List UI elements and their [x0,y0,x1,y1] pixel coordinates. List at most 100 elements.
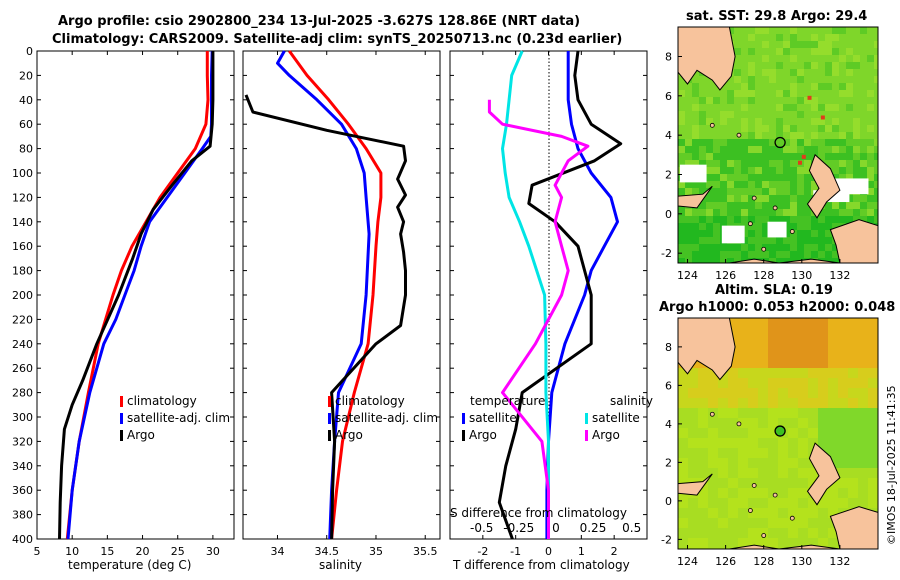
map-cell [718,388,728,398]
x-tick-label: 30 [206,545,220,558]
map-cell [678,125,685,132]
map-cell [734,90,741,97]
map-cell [769,62,776,69]
map-cell [699,104,706,111]
map-cell [804,195,811,202]
map-cell [748,97,755,104]
map-cell [706,160,713,167]
map-cell [762,188,769,195]
map-cell [706,195,713,202]
map-cell [790,216,797,223]
map-cell [755,202,762,209]
legend-swatch-climatology [120,396,123,407]
map-cell [818,428,828,438]
map-cell [788,398,798,408]
map-cell [804,76,811,83]
map-cell [713,111,720,118]
map-cell [804,167,811,174]
map-cell [776,76,783,83]
map-cell [853,153,860,160]
map-cell [776,195,783,202]
map-cell [804,83,811,90]
map-cell [797,118,804,125]
map-cell [688,398,698,408]
map-cell [769,132,776,139]
map-cell [728,458,738,468]
map-cell [748,48,755,55]
map-cell [868,498,878,508]
map-cell [713,153,720,160]
map-cell [718,408,728,418]
map-cell [832,251,839,258]
map-cell [838,438,848,448]
map-cell [685,111,692,118]
map-cell [839,153,846,160]
map-cell [685,132,692,139]
map-cell [860,111,867,118]
map-cell [798,388,808,398]
map-cell [848,388,858,398]
map-y-tick-label: 2 [665,169,672,182]
map-cell [738,378,748,388]
map-cell [758,448,768,458]
map-cell [692,181,699,188]
map-cell [788,388,798,398]
map-cell [768,438,778,448]
map-cell [776,34,783,41]
map-cell [762,251,769,258]
map-cell [692,90,699,97]
map-cell [688,378,698,388]
map-cell [797,174,804,181]
map-cell [853,174,860,181]
map-cell [778,508,788,518]
map-cell [858,468,868,478]
map-cell [758,518,768,528]
map-cell [755,167,762,174]
map-cell [748,518,758,528]
map-cell [762,237,769,244]
map-cell [713,223,720,230]
map-cell [853,125,860,132]
map-cell [783,160,790,167]
map-cell [788,518,798,528]
map-cell [778,448,788,458]
map-cell [727,76,734,83]
map-cell [818,97,825,104]
map-cell [839,34,846,41]
x-tick-label: -2 [477,545,488,558]
map-cell [868,328,878,338]
map-cell [846,167,853,174]
map-cell [755,111,762,118]
map-cell [748,181,755,188]
map-cell [825,230,832,237]
map-cell [734,41,741,48]
map-cell [758,418,768,428]
map-cell [832,139,839,146]
map-cell [748,195,755,202]
map-cell [748,458,758,468]
map-cell [748,139,755,146]
map-cell [797,223,804,230]
map-cell [804,230,811,237]
y-tick-label: 320 [12,435,33,448]
map-cell [828,348,838,358]
map-cell [853,55,860,62]
map-cell [798,518,808,528]
map-cell [790,244,797,251]
map-cell [867,125,874,132]
map-cell [808,428,818,438]
map-cell [868,348,878,358]
map-cell [720,209,727,216]
map-cell [790,132,797,139]
map-cell [706,125,713,132]
map-cell [783,34,790,41]
map-cell [838,498,848,508]
map-cell [798,348,808,358]
map-cell [762,41,769,48]
map-cell [788,468,798,478]
land-mass [678,473,713,496]
map-cell [769,188,776,195]
legend-title-temperature: temperature [470,394,546,408]
map-cell [776,69,783,76]
map-cell [685,209,692,216]
